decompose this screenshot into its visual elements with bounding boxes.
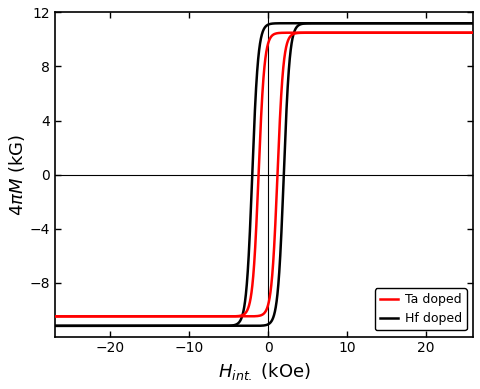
X-axis label: $H_{int.}$ (kOe): $H_{int.}$ (kOe) [217, 361, 311, 382]
Legend: Ta doped, Hf doped: Ta doped, Hf doped [375, 288, 467, 330]
Y-axis label: $4\pi M$ (kG): $4\pi M$ (kG) [7, 133, 27, 216]
